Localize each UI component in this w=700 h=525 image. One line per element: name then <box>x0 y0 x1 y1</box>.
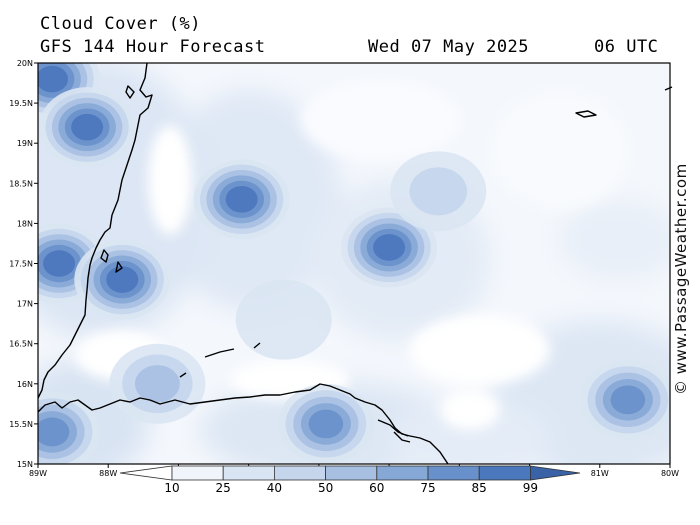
legend-swatch-under <box>119 465 173 481</box>
cloud-cell <box>38 391 101 464</box>
bay-islands-roatan <box>204 348 235 358</box>
model-label: GFS 144 Hour Forecast <box>40 37 266 57</box>
legend-tick-label: 40 <box>267 481 282 495</box>
swan-islands <box>575 110 597 118</box>
legend-swatch <box>222 465 275 481</box>
honduras-north-coast <box>37 383 449 465</box>
cloud-cell <box>390 151 487 232</box>
lat-label: 20N <box>17 59 33 68</box>
bay-islands-guanaja <box>253 342 261 349</box>
lat-label: 18.5N <box>9 179 33 188</box>
cloud-cell <box>193 159 290 240</box>
legend-tick-label: 85 <box>472 481 487 495</box>
legend-tick-label: 25 <box>216 481 231 495</box>
lon-label: 89W <box>29 469 47 478</box>
legend-tick-label: 10 <box>164 481 179 495</box>
cloud-cell <box>579 359 670 440</box>
legend-tick-label: 75 <box>420 481 435 495</box>
legend-swatch <box>376 465 429 481</box>
coastline-layer <box>37 62 673 465</box>
chart-title: Cloud Cover (%) <box>40 14 202 34</box>
cloud-cell <box>235 279 332 360</box>
lon-label: 81W <box>591 469 609 478</box>
inland-bay <box>179 372 187 378</box>
cloud-cell <box>74 239 171 320</box>
cloud-cell <box>109 343 206 424</box>
legend-swatch <box>273 465 326 481</box>
turneffe-islands <box>115 261 123 273</box>
lat-label: 18N <box>17 219 33 228</box>
belize-cayes <box>100 249 109 263</box>
lon-label: 80W <box>661 469 679 478</box>
legend-swatch <box>478 465 531 481</box>
legend-tick-label: 99 <box>523 481 538 495</box>
lat-label: 19.5N <box>9 99 33 108</box>
cloud-cell <box>341 207 438 288</box>
legend-swatch <box>427 465 480 481</box>
lon-label: 88W <box>99 469 117 478</box>
legend-tick-label: 60 <box>369 481 384 495</box>
lat-label: 15N <box>17 460 33 469</box>
forecast-date: Wed 07 May 2025 <box>368 37 530 57</box>
cloud-cells <box>38 63 670 464</box>
forecast-time: 06 UTC <box>594 37 659 57</box>
legend-swatch-over <box>530 465 581 481</box>
pearl-lagoon <box>393 431 411 443</box>
lat-label: 16N <box>17 380 33 389</box>
colorbar-legend: 10 25 40 50 60 75 85 99 <box>119 465 581 495</box>
yucatan-coastline <box>37 62 153 399</box>
cloud-cell <box>277 383 374 464</box>
cloud-field <box>38 63 670 464</box>
lat-label: 16.5N <box>9 340 33 349</box>
latitude-axis: 20N 19.5N 19N 18.5N 18N 17.5N 17N 16.5N 16N 15.5N… <box>9 59 38 469</box>
cloud-cell <box>39 87 136 168</box>
miskito-cays <box>377 419 409 437</box>
lat-label: 19N <box>17 139 33 148</box>
legend-tick-label: 50 <box>318 481 333 495</box>
lat-label: 17.5N <box>9 260 33 269</box>
lat-label: 15.5N <box>9 420 33 429</box>
legend-swatch <box>171 465 224 481</box>
lat-label: 17N <box>17 300 33 309</box>
legend-swatch <box>325 465 378 481</box>
cozumel <box>125 85 135 99</box>
cayman-east <box>664 86 673 91</box>
